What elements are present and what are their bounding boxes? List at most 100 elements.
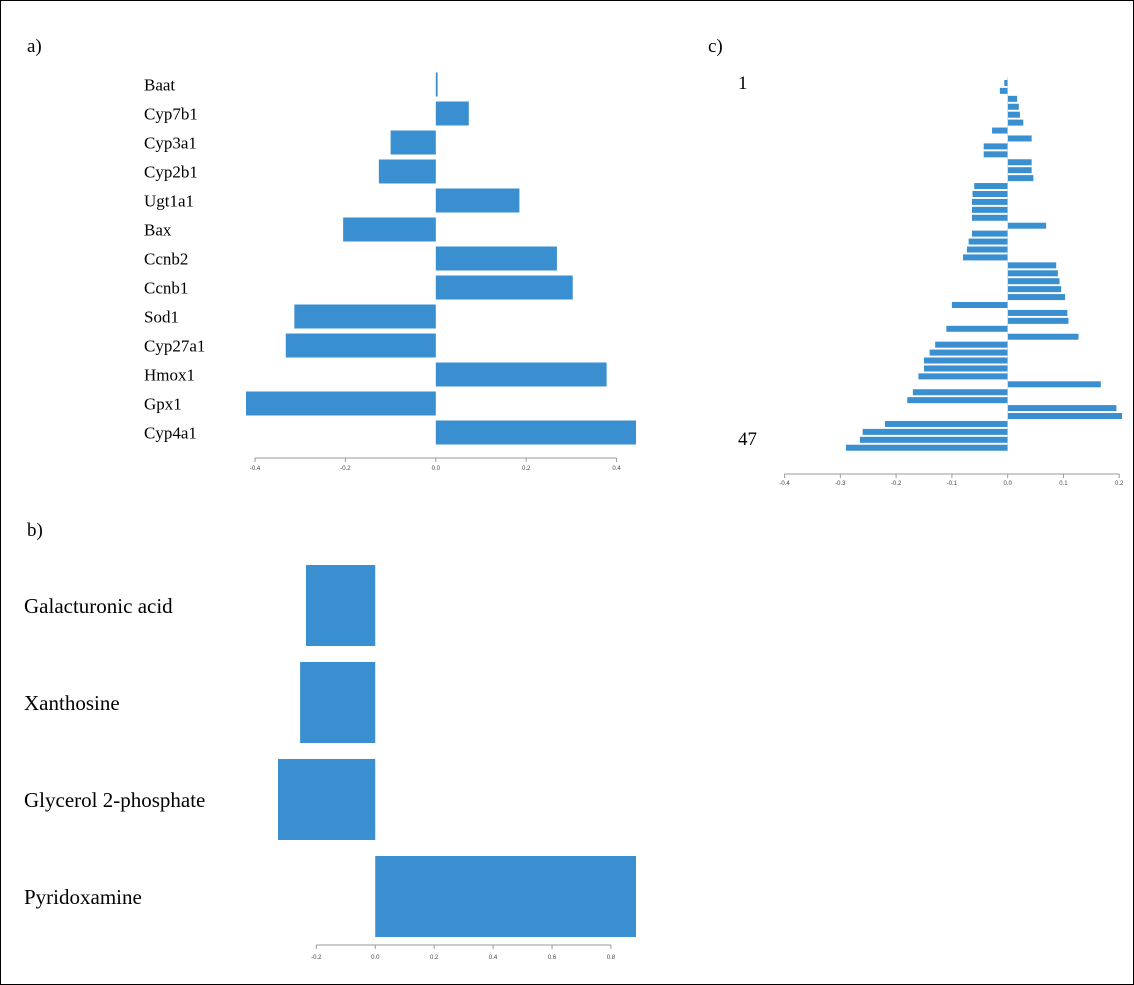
bar-row-25 [1007, 270, 1058, 277]
category-label: Ugt1a1 [144, 191, 194, 210]
x-tick-label: 0.0 [1003, 481, 1012, 487]
bar-baat [435, 72, 438, 97]
bar-row-21 [968, 238, 1008, 245]
bar-ugt1a1 [435, 188, 520, 213]
category-label: Ccnb2 [144, 249, 188, 268]
category-label: Cyp2b1 [144, 162, 198, 181]
category-label: Pyridoxamine [24, 885, 142, 909]
x-tick-label: 0.4 [489, 955, 498, 961]
x-tick-label: 0.0 [432, 466, 441, 472]
bar-ccnb2 [435, 246, 557, 271]
bar-glycerol-2-phosphate [278, 759, 376, 840]
row-label-last: 47 [738, 429, 757, 450]
x-tick-label: -0.4 [250, 466, 261, 472]
bar-row-7 [992, 127, 1008, 134]
panel-label-c: c) [708, 36, 723, 57]
bar-row-37 [924, 365, 1008, 372]
bar-row-23 [963, 254, 1008, 261]
x-tick-label: -0.2 [311, 955, 322, 961]
bar-row-22 [966, 246, 1008, 253]
bar-row-16 [971, 198, 1008, 205]
category-label: Cyp3a1 [144, 133, 197, 152]
bar-sod1 [294, 304, 436, 329]
bar-row-32 [946, 325, 1008, 332]
bar-row-4 [1007, 103, 1019, 110]
x-tick-label: 0.2 [430, 955, 439, 961]
bar-row-17 [971, 206, 1008, 213]
bar-row-26 [1007, 278, 1060, 285]
bar-ccnb1 [435, 275, 573, 300]
category-label: Baat [144, 75, 175, 94]
bar-row-24 [1007, 262, 1057, 269]
category-label: Ccnb1 [144, 278, 188, 297]
bar-row-33 [1007, 333, 1079, 340]
bar-row-40 [912, 389, 1008, 396]
bar-row-12 [1007, 167, 1032, 174]
row-label-first: 1 [738, 73, 748, 94]
bar-cyp2b1 [378, 159, 436, 184]
bar-row-47 [845, 444, 1008, 451]
bar-bax [343, 217, 436, 242]
bar-cyp3a1 [390, 130, 436, 155]
category-label: Gpx1 [144, 394, 182, 413]
chart-c: 1 47 -0.4 -0.3 -0.2 -0.1 0.0 0.1 0.2 [738, 73, 1124, 487]
bar-row-27 [1007, 286, 1062, 293]
panel-label-a: a) [27, 36, 42, 57]
bar-gpx1 [246, 391, 436, 416]
category-label: Bax [144, 220, 172, 239]
category-label: Cyp4a1 [144, 423, 197, 442]
bar-row-6 [1007, 119, 1024, 126]
category-label: Cyp7b1 [144, 104, 198, 123]
x-tick-label: 0.2 [1115, 481, 1124, 487]
bar-cyp4a1 [435, 420, 636, 445]
bar-row-5 [1007, 111, 1020, 118]
bar-row-15 [972, 190, 1008, 197]
bar-row-29 [951, 302, 1008, 309]
bar-row-36 [924, 357, 1008, 364]
bar-row-43 [1007, 413, 1122, 420]
bar-row-41 [907, 397, 1008, 404]
bar-row-20 [971, 230, 1008, 237]
x-tick-label: 0.4 [612, 466, 621, 472]
bar-galacturonic-acid [305, 565, 376, 646]
bar-cyp27a1 [285, 333, 436, 358]
x-tick-label: -0.4 [779, 481, 790, 487]
bar-xanthosine [300, 662, 376, 743]
x-tick-label: 0.2 [522, 466, 531, 472]
bar-row-35 [929, 349, 1008, 356]
bar-row-1 [1004, 79, 1008, 86]
bar-row-13 [1007, 175, 1034, 182]
x-tick-label: 0.1 [1059, 481, 1068, 487]
bar-row-19 [1007, 222, 1047, 229]
x-tick-label: 0.8 [607, 955, 616, 961]
category-label: Galacturonic acid [24, 594, 173, 618]
bar-row-10 [983, 151, 1008, 158]
bar-row-3 [1007, 95, 1018, 102]
category-label: Glycerol 2-phosphate [24, 788, 205, 812]
chart-b: Galacturonic acid Xanthosine Glycerol 2-ph… [24, 565, 636, 961]
bar-row-8 [1007, 135, 1032, 142]
bar-row-9 [983, 143, 1008, 150]
panel-label-b: b) [27, 520, 43, 541]
bar-row-30 [1007, 309, 1068, 316]
bar-hmox1 [435, 362, 607, 387]
chart-a: Baat Cyp7b1 Cyp3a1 Cyp2b1 Ugt1a1 Bax Ccnb2 Ccnb… [144, 72, 636, 472]
bar-row-2 [999, 87, 1008, 94]
bar-row-44 [884, 420, 1008, 427]
x-tick-label: -0.1 [947, 481, 958, 487]
category-label: Xanthosine [24, 691, 120, 715]
bar-row-14 [974, 183, 1008, 190]
bar-row-18 [971, 214, 1008, 221]
x-tick-label: -0.2 [340, 466, 351, 472]
bar-row-31 [1007, 317, 1069, 324]
bar-row-45 [862, 428, 1008, 435]
x-tick-label: -0.3 [835, 481, 846, 487]
x-tick-label: -0.2 [891, 481, 902, 487]
category-label: Hmox1 [144, 365, 195, 384]
bar-row-42 [1007, 405, 1117, 412]
category-label: Sod1 [144, 307, 179, 326]
x-tick-label: 0.0 [371, 955, 380, 961]
bar-row-39 [1007, 381, 1101, 388]
bar-row-46 [859, 436, 1008, 443]
